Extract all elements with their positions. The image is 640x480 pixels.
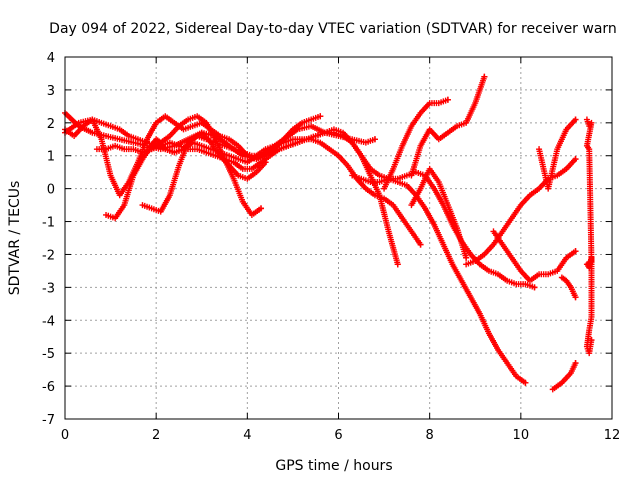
data-series-8 — [381, 96, 451, 192]
chart-marks — [62, 73, 595, 393]
chart-title: Day 094 of 2022, Sidereal Day-to-day VTE… — [49, 21, 617, 37]
y-axis-label: SDTVAR / TECUs — [7, 181, 23, 296]
data-series-13 — [536, 116, 579, 192]
y-tick-label: 3 — [47, 84, 55, 99]
data-series-16 — [583, 116, 595, 357]
data-point — [572, 116, 579, 123]
y-tick-label: 4 — [47, 51, 55, 66]
x-axis-label: GPS time / hours — [275, 458, 392, 474]
y-tick-label: -5 — [42, 347, 55, 362]
y-tick-label: 2 — [47, 117, 55, 132]
data-point — [417, 241, 424, 248]
data-point — [444, 96, 451, 103]
y-tick-label: -1 — [42, 216, 55, 231]
data-point — [371, 136, 378, 143]
data-series-10 — [408, 165, 470, 261]
data-point — [481, 73, 488, 80]
data-point — [463, 254, 470, 261]
y-tick-label: -6 — [42, 380, 55, 395]
data-point — [394, 261, 401, 268]
data-series-9 — [408, 73, 488, 179]
chart-ticks — [64, 56, 613, 420]
data-point — [572, 248, 579, 255]
x-tick-label: 8 — [426, 428, 434, 443]
y-tick-labels: -7 -6 -5 -4 -3 -2 -1 0 1 2 3 4 — [42, 51, 55, 428]
y-tick-label: -4 — [42, 314, 55, 329]
data-point — [258, 205, 265, 212]
x-tick-label: 6 — [334, 428, 342, 443]
data-series-15 — [558, 274, 579, 301]
y-tick-label: 0 — [47, 183, 55, 198]
data-point — [531, 284, 538, 291]
data-point — [572, 294, 579, 301]
x-tick-label: 0 — [61, 428, 69, 443]
data-point — [572, 360, 579, 367]
data-series-5 — [139, 129, 529, 386]
y-tick-label: 1 — [47, 150, 55, 165]
data-point — [572, 156, 579, 163]
chart-grid — [65, 57, 612, 419]
data-point — [522, 379, 529, 386]
data-series-12 — [490, 228, 579, 284]
x-tick-labels: 0 2 4 6 8 10 12 — [61, 428, 620, 443]
y-tick-label: -2 — [42, 248, 55, 263]
x-tick-label: 12 — [604, 428, 621, 443]
data-point — [588, 337, 595, 344]
data-series-6 — [148, 113, 265, 218]
x-tick-label: 4 — [243, 428, 251, 443]
data-series-14 — [549, 360, 579, 393]
y-tick-label: -7 — [42, 413, 55, 428]
y-tick-label: -3 — [42, 281, 55, 296]
data-point — [317, 113, 324, 120]
x-tick-label: 2 — [152, 428, 160, 443]
x-tick-label: 10 — [513, 428, 530, 443]
